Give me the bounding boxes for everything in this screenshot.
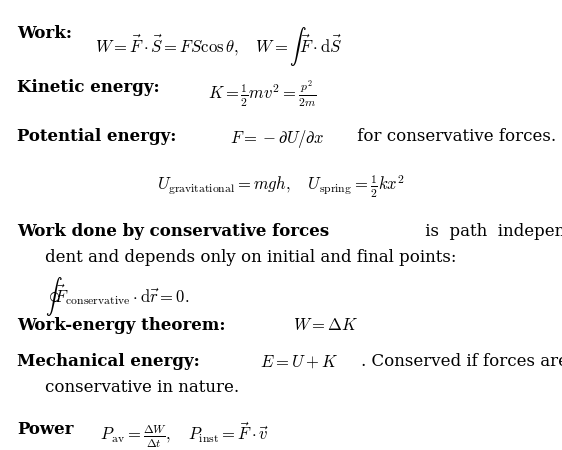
Text: . Conserved if forces are: . Conserved if forces are xyxy=(361,353,562,370)
Text: dent and depends only on initial and final points:: dent and depends only on initial and fin… xyxy=(45,249,456,266)
Text: Kinetic energy:: Kinetic energy: xyxy=(17,79,165,96)
Text: $W = \vec{F}\cdot\vec{S} = FS\cos\theta,\quad W = \int \vec{F}\cdot\mathrm{d}\ve: $W = \vec{F}\cdot\vec{S} = FS\cos\theta,… xyxy=(95,25,343,68)
Text: conservative in nature.: conservative in nature. xyxy=(45,379,239,396)
Text: is  path  indepen-: is path indepen- xyxy=(420,223,562,240)
Text: Work done by conservative forces: Work done by conservative forces xyxy=(17,223,329,240)
Text: Work-energy theorem:: Work-energy theorem: xyxy=(17,317,231,334)
Text: for conservative forces.: for conservative forces. xyxy=(352,128,556,145)
Text: Power: Power xyxy=(17,421,74,438)
Text: Potential energy:: Potential energy: xyxy=(17,128,182,145)
Text: $P_{\rm av} = \frac{\Delta W}{\Delta t},\quad P_{\rm inst} = \vec{F}\cdot\vec{v}: $P_{\rm av} = \frac{\Delta W}{\Delta t},… xyxy=(90,421,269,450)
Text: Mechanical energy:: Mechanical energy: xyxy=(17,353,205,370)
Text: $K = \frac{1}{2}mv^2 = \frac{p^2}{2m}$: $K = \frac{1}{2}mv^2 = \frac{p^2}{2m}$ xyxy=(209,79,317,109)
Text: $W = \Delta K$: $W = \Delta K$ xyxy=(293,317,359,334)
Text: $U_{\rm gravitational} = mgh,\quad U_{\rm spring} = \frac{1}{2}kx^2$: $U_{\rm gravitational} = mgh,\quad U_{\r… xyxy=(157,173,405,199)
Text: $F = -\partial U/\partial x$: $F = -\partial U/\partial x$ xyxy=(230,128,324,150)
Text: Work:: Work: xyxy=(17,25,78,42)
Text: $E = U + K$: $E = U + K$ xyxy=(260,353,338,370)
Text: $\oint \vec{F}_{\rm conservative}\cdot\mathrm{d}\vec{r} = 0.$: $\oint \vec{F}_{\rm conservative}\cdot\m… xyxy=(45,275,189,319)
